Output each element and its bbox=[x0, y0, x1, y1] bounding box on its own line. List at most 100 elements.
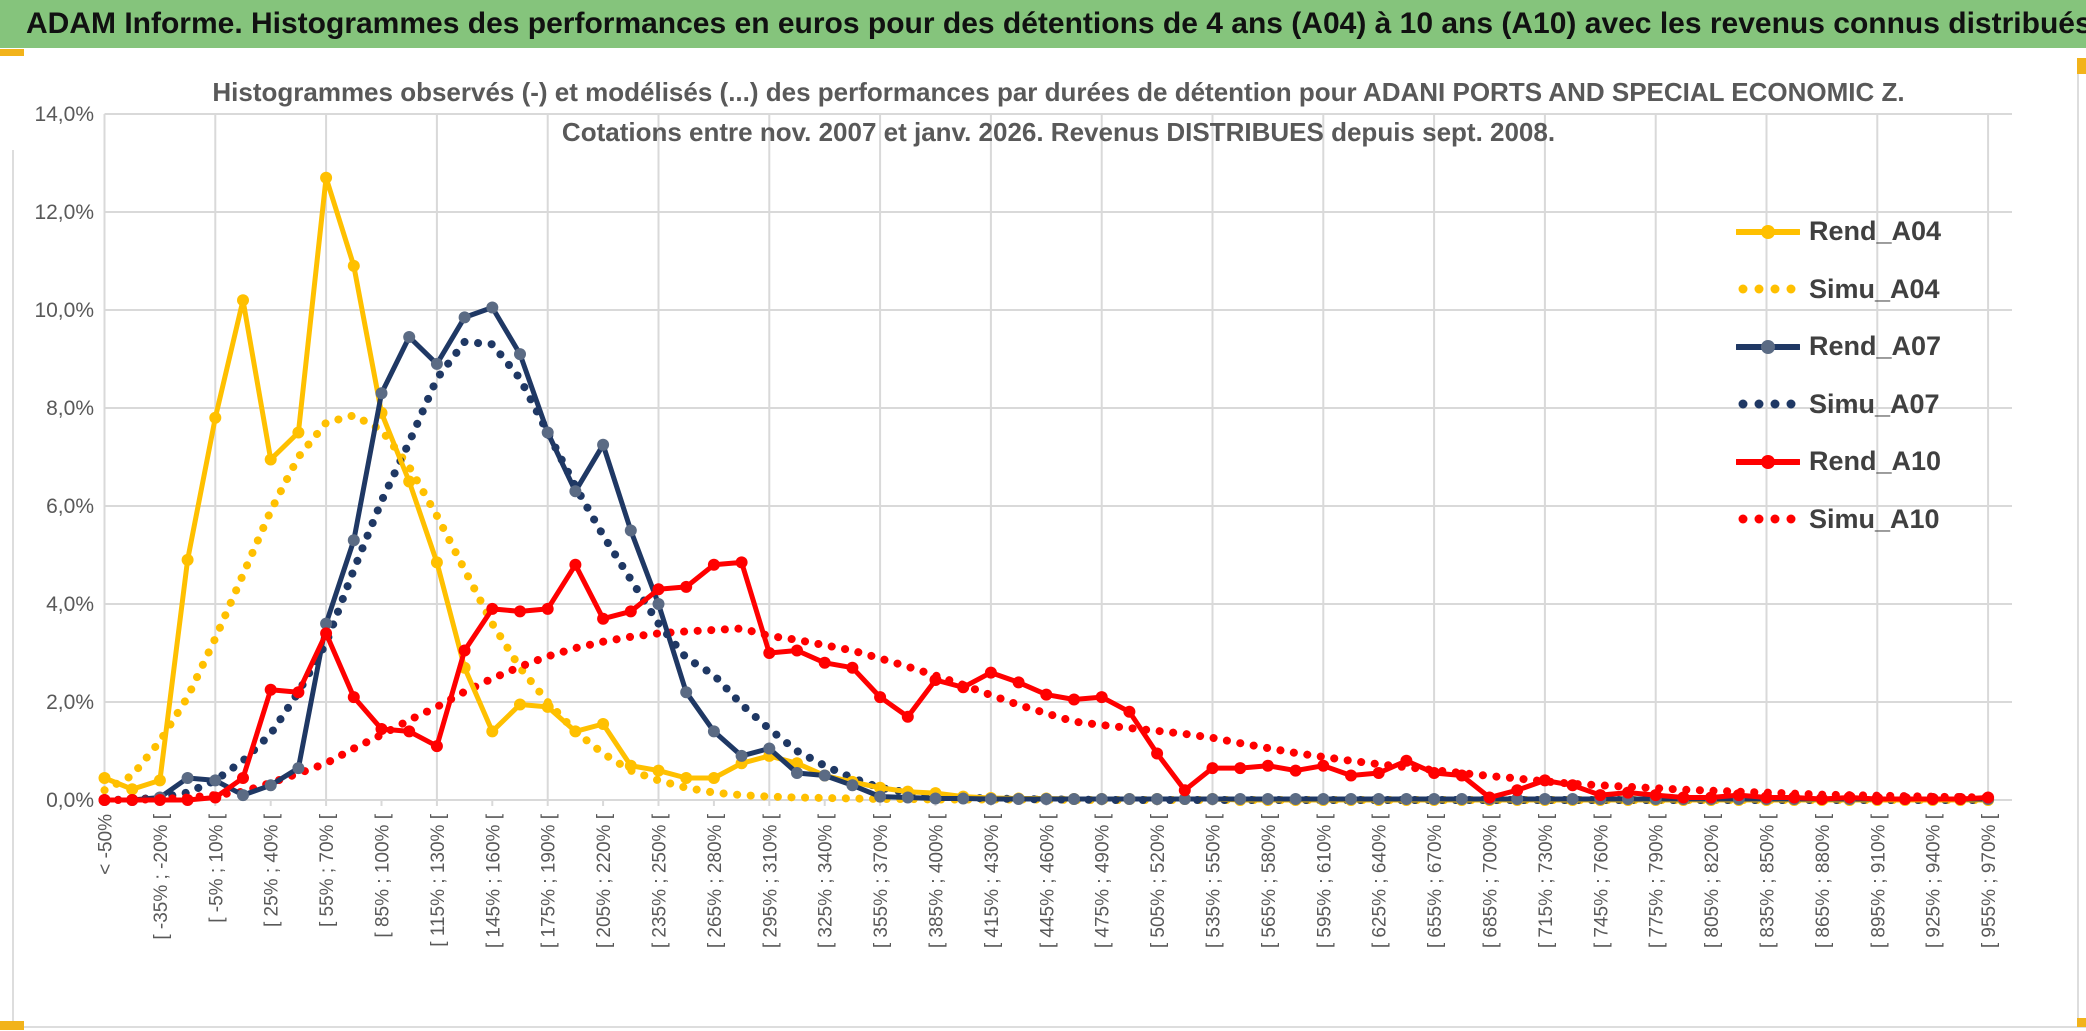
x-tick-label: [ 955% ; 970% [ bbox=[1979, 813, 2000, 948]
data-point bbox=[569, 558, 582, 571]
data-point bbox=[181, 794, 194, 806]
data-point bbox=[1234, 762, 1247, 775]
data-point bbox=[597, 612, 610, 625]
data-point bbox=[652, 764, 665, 777]
data-point bbox=[1705, 791, 1718, 804]
data-point bbox=[1483, 791, 1496, 804]
data-point bbox=[1455, 793, 1468, 806]
data-point bbox=[707, 558, 720, 571]
x-tick-label: [ 835% ; 850% [ bbox=[1758, 813, 1779, 948]
x-tick-label: [ 685% ; 700% [ bbox=[1481, 813, 1502, 948]
data-point bbox=[1954, 793, 1967, 806]
data-point bbox=[818, 769, 831, 782]
data-point bbox=[763, 647, 776, 659]
data-point bbox=[237, 771, 249, 784]
data-point bbox=[929, 673, 942, 686]
data-point bbox=[818, 656, 831, 669]
legend-label: Simu_A04 bbox=[1809, 273, 1940, 304]
data-point bbox=[652, 598, 665, 610]
data-point bbox=[1068, 793, 1080, 806]
data-point bbox=[430, 357, 443, 370]
data-point bbox=[707, 725, 720, 738]
x-tick-label: [ 565% ; 580% [ bbox=[1259, 813, 1280, 948]
app-title: ADAM Informe. Histogrammes des performan… bbox=[26, 7, 2086, 40]
x-tick-label: [ 655% ; 670% [ bbox=[1425, 813, 1446, 948]
data-point bbox=[1345, 793, 1357, 806]
data-point bbox=[514, 348, 526, 361]
data-point bbox=[1594, 789, 1607, 802]
data-point bbox=[320, 617, 333, 630]
data-point bbox=[458, 311, 471, 324]
data-point bbox=[1871, 793, 1884, 806]
window-border-right bbox=[2077, 66, 2079, 1026]
data-point bbox=[791, 767, 803, 780]
legend-label: Rend_A07 bbox=[1809, 331, 1942, 362]
data-point bbox=[237, 789, 249, 802]
x-tick-label: [ -5% ; 10% [ bbox=[206, 813, 227, 922]
window-border-left bbox=[12, 150, 14, 1026]
x-tick-label: [ 595% ; 610% [ bbox=[1314, 813, 1335, 948]
y-tick-label: 14,0% bbox=[34, 103, 94, 126]
data-point bbox=[1538, 793, 1551, 806]
data-point bbox=[597, 718, 610, 731]
x-tick-label: [ -35% ; -20% [ bbox=[151, 813, 172, 939]
data-point bbox=[320, 627, 333, 640]
data-point bbox=[1261, 793, 1274, 806]
x-tick-label: [ 535% ; 550% [ bbox=[1204, 813, 1225, 948]
data-point bbox=[237, 294, 249, 307]
legend-item-Simu_A04: Simu_A04 bbox=[1736, 261, 2036, 319]
data-point bbox=[430, 556, 443, 569]
x-tick-label: [ 265% ; 280% [ bbox=[705, 813, 726, 948]
data-point bbox=[209, 791, 222, 804]
data-point bbox=[541, 602, 554, 615]
data-point bbox=[846, 779, 859, 792]
x-tick-label: [ 55% ; 70% [ bbox=[317, 813, 338, 927]
data-point bbox=[541, 426, 554, 439]
data-point bbox=[320, 171, 333, 184]
data-point bbox=[375, 387, 388, 400]
data-point bbox=[403, 475, 416, 488]
data-point bbox=[1677, 791, 1690, 804]
data-point bbox=[1068, 693, 1080, 706]
data-point bbox=[846, 661, 859, 674]
data-point bbox=[1455, 769, 1468, 782]
data-point bbox=[624, 524, 637, 537]
data-point bbox=[874, 781, 887, 794]
data-point bbox=[1317, 759, 1330, 772]
data-point bbox=[1206, 793, 1219, 806]
data-point bbox=[1566, 793, 1579, 806]
data-point bbox=[375, 722, 388, 735]
data-point bbox=[292, 686, 305, 699]
data-point bbox=[153, 794, 166, 806]
data-point bbox=[486, 725, 499, 738]
data-point bbox=[929, 792, 942, 805]
data-point bbox=[486, 602, 499, 615]
x-tick-label: [ 85% ; 100% [ bbox=[373, 813, 394, 937]
data-point bbox=[957, 792, 970, 805]
x-tick-label: [ 475% ; 490% [ bbox=[1093, 813, 1114, 948]
data-point bbox=[1372, 767, 1385, 780]
data-point bbox=[569, 725, 582, 738]
data-point bbox=[652, 583, 665, 596]
data-point bbox=[264, 453, 277, 466]
data-point bbox=[98, 794, 111, 806]
data-point bbox=[1289, 793, 1302, 806]
data-point bbox=[763, 742, 776, 755]
data-point bbox=[1095, 691, 1108, 704]
data-point bbox=[347, 534, 360, 547]
x-tick-label: < -50% bbox=[96, 814, 117, 875]
x-tick-label: [ 445% ; 460% [ bbox=[1037, 813, 1058, 948]
data-point bbox=[1843, 791, 1856, 804]
data-point bbox=[403, 725, 416, 738]
x-tick-label: [ 865% ; 880% [ bbox=[1813, 813, 1834, 948]
data-point bbox=[1040, 688, 1053, 701]
data-point bbox=[1566, 779, 1579, 792]
series-line-Rend_A10 bbox=[104, 559, 1989, 803]
data-point bbox=[347, 259, 360, 272]
gold-accent-bottom-right bbox=[2077, 1018, 2086, 1027]
x-tick-label: [ 295% ; 310% [ bbox=[760, 813, 781, 948]
data-point bbox=[680, 771, 693, 784]
data-point bbox=[1428, 793, 1441, 806]
data-point bbox=[984, 793, 997, 806]
